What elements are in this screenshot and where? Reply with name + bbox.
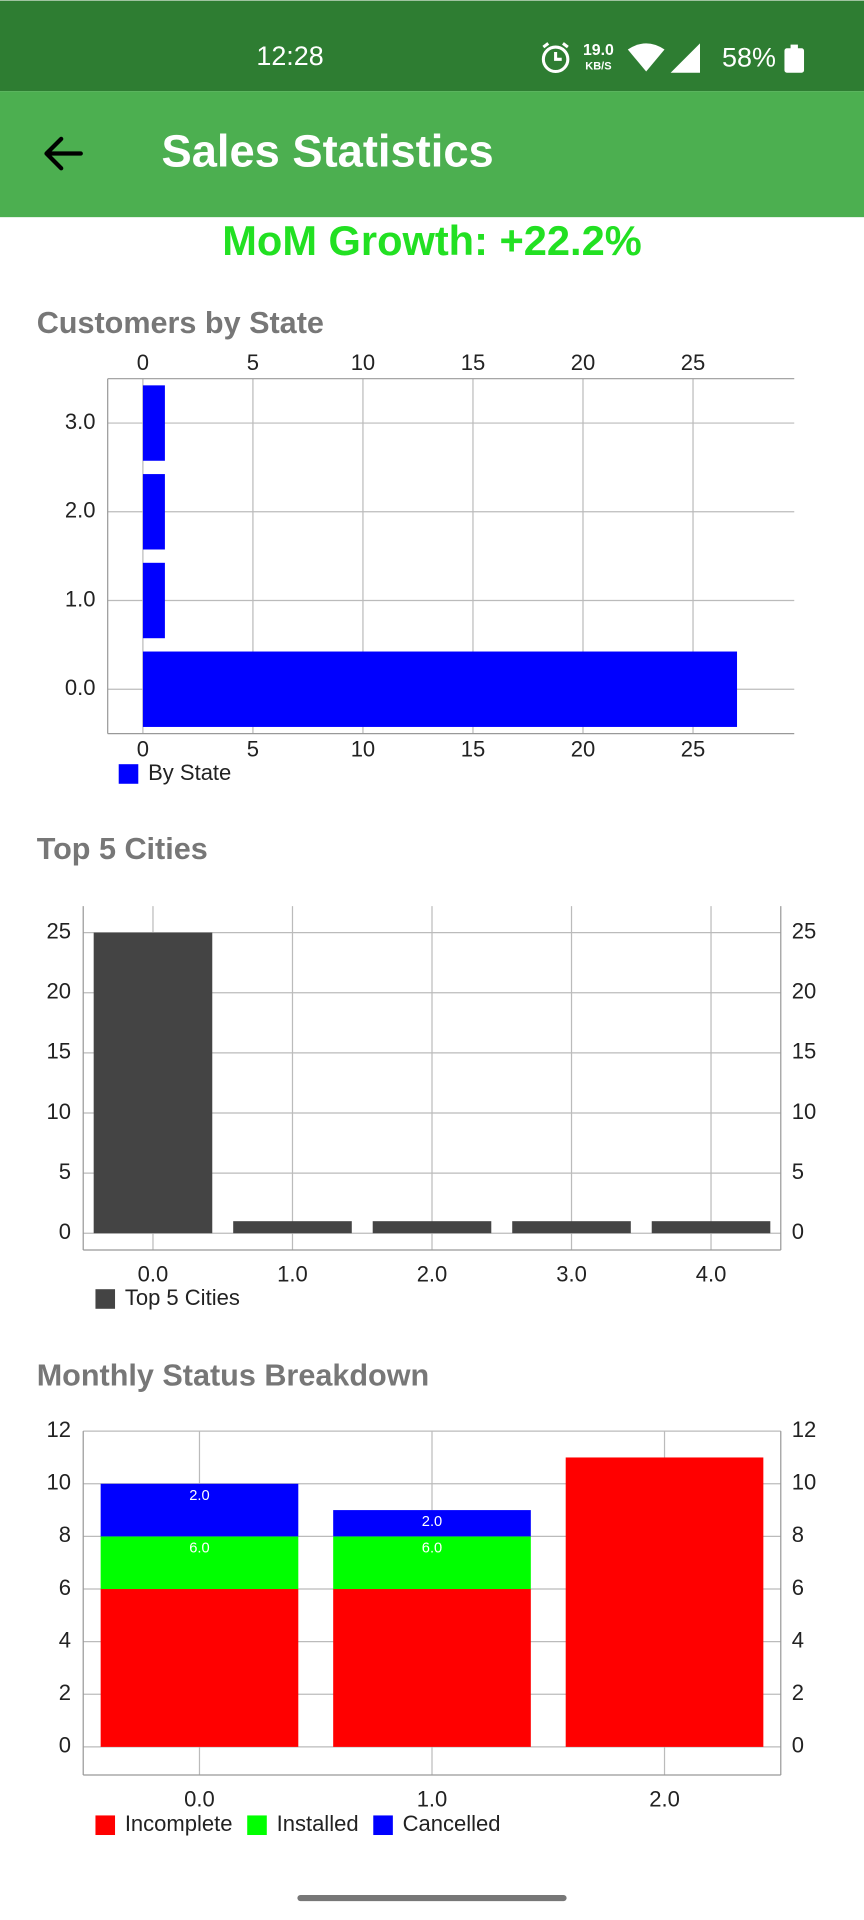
- net-speed: 19.0: [583, 42, 614, 59]
- status-bar: [0, 0, 864, 92]
- legend-swatch: [247, 1815, 267, 1836]
- legend-label: Incomplete: [125, 1811, 233, 1836]
- legend-label: Top 5 Cities: [125, 1285, 240, 1310]
- y2-tick-label: 4: [792, 1627, 804, 1652]
- bar: [512, 1221, 631, 1234]
- bar: [372, 1221, 492, 1234]
- app-title: Sales Statistics: [162, 126, 494, 177]
- wifi-icon: [627, 43, 665, 72]
- y-tick-label: 10: [46, 1470, 70, 1495]
- y2-tick-label: 8: [792, 1522, 804, 1547]
- x-tick-label-top: 20: [571, 350, 596, 375]
- y-tick-label: 0.0: [65, 675, 96, 700]
- legend-swatch: [95, 1815, 116, 1836]
- segment-label: 2.0: [422, 1514, 442, 1530]
- legend-swatch: [95, 1289, 116, 1309]
- bar-segment: [100, 1483, 299, 1537]
- segment-label: 6.0: [422, 1541, 442, 1557]
- y-tick-label: 5: [59, 1159, 71, 1184]
- y-tick-label: 10: [46, 1099, 70, 1124]
- bar: [142, 651, 738, 727]
- net-speed-unit: KB/S: [585, 61, 611, 73]
- y2-tick-label: 25: [792, 918, 817, 943]
- x-tick-label: 0.0: [138, 1262, 169, 1287]
- x-tick-label: 2.0: [417, 1262, 448, 1287]
- y-tick-label: 25: [46, 918, 70, 943]
- x-tick-label-top: 0: [137, 350, 149, 375]
- x-tick-label-top: 25: [681, 350, 706, 375]
- x-tick-label: 0.0: [184, 1787, 215, 1812]
- y-tick-label: 15: [46, 1039, 70, 1064]
- y-tick-label: 12: [46, 1417, 70, 1442]
- bar: [142, 562, 165, 639]
- y-tick-label: 0: [59, 1733, 71, 1758]
- legend-label: Cancelled: [403, 1811, 501, 1836]
- x-tick-label: 0: [137, 737, 149, 762]
- bar-segment: [333, 1589, 531, 1747]
- chart-title: Customers by State: [37, 306, 324, 340]
- y-tick-label: 6: [59, 1575, 71, 1600]
- x-tick-label: 1.0: [417, 1787, 448, 1812]
- signal-icon: [670, 43, 701, 73]
- growth-text: MoM Growth: +22.2%: [222, 217, 641, 264]
- x-tick-label: 3.0: [556, 1262, 587, 1287]
- bar-segment: [100, 1536, 299, 1590]
- bar-segment: [565, 1457, 764, 1747]
- y2-tick-label: 0: [792, 1219, 804, 1244]
- legend-label: Installed: [277, 1811, 359, 1836]
- bar: [651, 1221, 771, 1234]
- y-tick-label: 0: [59, 1219, 71, 1244]
- y2-tick-label: 2: [792, 1680, 804, 1705]
- bar-segment: [333, 1536, 531, 1590]
- y-tick-label: 8: [59, 1522, 71, 1547]
- y2-tick-label: 10: [792, 1470, 817, 1495]
- clock: 12:28: [256, 41, 323, 71]
- x-tick-label: 4.0: [696, 1262, 727, 1287]
- legend-swatch: [373, 1815, 393, 1836]
- app-bar: [0, 91, 864, 218]
- chart-title: Top 5 Cities: [37, 832, 208, 866]
- y-tick-label: 1.0: [65, 586, 96, 611]
- y2-tick-label: 10: [792, 1099, 817, 1124]
- x-tick-label-top: 10: [351, 350, 376, 375]
- y-tick-label: 20: [46, 979, 70, 1004]
- bar: [93, 932, 213, 1234]
- bar-segment: [100, 1589, 299, 1747]
- y-tick-label: 4: [59, 1627, 71, 1652]
- y-tick-label: 2: [59, 1680, 71, 1705]
- home-indicator[interactable]: [297, 1894, 567, 1902]
- x-tick-label: 20: [571, 737, 596, 762]
- segment-label: 2.0: [189, 1488, 209, 1504]
- bar: [142, 385, 165, 461]
- x-tick-label-top: 5: [247, 350, 259, 375]
- y2-tick-label: 5: [792, 1159, 804, 1184]
- x-tick-label-top: 15: [461, 350, 486, 375]
- x-tick-label: 2.0: [649, 1787, 680, 1812]
- battery-icon: [784, 44, 805, 73]
- bar-segment: [333, 1510, 531, 1537]
- y2-tick-label: 6: [792, 1575, 804, 1600]
- bar: [233, 1221, 352, 1234]
- segment-label: 6.0: [189, 1541, 209, 1557]
- y2-tick-label: 20: [792, 979, 817, 1004]
- y2-tick-label: 15: [792, 1039, 817, 1064]
- alarm-icon: [541, 42, 570, 74]
- y-tick-label: 2.0: [65, 498, 96, 523]
- x-tick-label: 15: [461, 737, 486, 762]
- x-tick-label: 25: [681, 737, 706, 762]
- legend-label: By State: [148, 760, 231, 785]
- y2-tick-label: 0: [792, 1733, 804, 1758]
- x-tick-label: 10: [351, 737, 376, 762]
- back-button[interactable]: [44, 136, 83, 171]
- y2-tick-label: 12: [792, 1417, 817, 1442]
- legend-swatch: [118, 764, 139, 784]
- x-tick-label: 5: [247, 737, 259, 762]
- y-tick-label: 3.0: [65, 409, 96, 434]
- x-tick-label: 1.0: [277, 1262, 308, 1287]
- battery-level: 58%: [722, 42, 776, 72]
- bar: [142, 474, 165, 550]
- chart-title: Monthly Status Breakdown: [37, 1358, 429, 1392]
